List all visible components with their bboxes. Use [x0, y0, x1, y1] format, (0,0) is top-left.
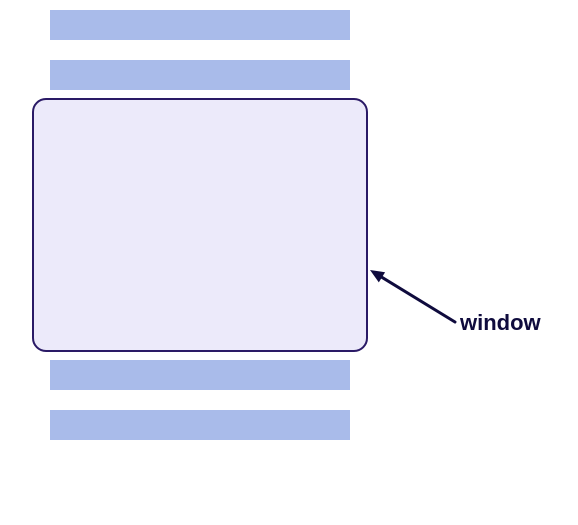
- outside-bar: [50, 60, 350, 90]
- window-box: [32, 98, 368, 352]
- outside-bar: [50, 410, 350, 440]
- sliding-window-diagram: window: [0, 0, 578, 525]
- outside-bar: [50, 360, 350, 390]
- window-label: window: [460, 310, 541, 336]
- outside-bar: [50, 10, 350, 40]
- arrow-icon: [350, 250, 475, 342]
